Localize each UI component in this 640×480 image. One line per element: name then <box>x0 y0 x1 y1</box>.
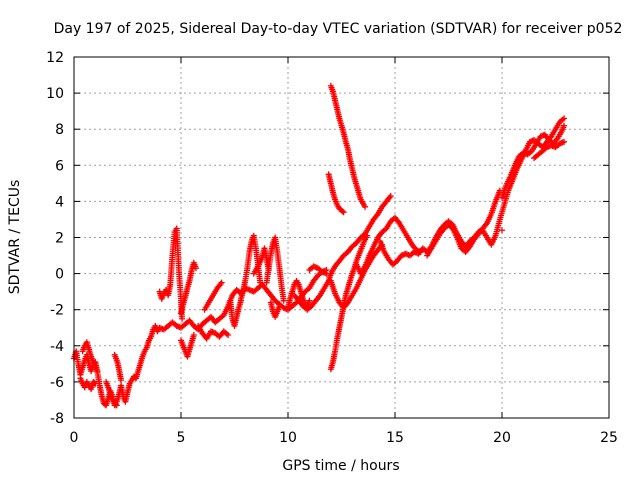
x-tick-label: 15 <box>386 430 404 446</box>
y-tick-label: -8 <box>50 411 64 427</box>
grid <box>74 57 609 418</box>
data-point <box>339 208 346 215</box>
data-points <box>71 82 568 409</box>
data-point <box>94 368 101 375</box>
y-tick-label: 12 <box>46 50 64 66</box>
y-tick-label: 2 <box>55 231 64 247</box>
y-axis-label: SDTVAR / TECUs <box>7 180 23 295</box>
data-point <box>387 192 394 199</box>
y-tick-label: 0 <box>55 267 64 283</box>
data-point <box>179 315 186 322</box>
y-tick-label: 4 <box>55 194 64 210</box>
x-axis-label: GPS time / hours <box>282 458 399 474</box>
data-point <box>192 265 199 272</box>
y-tick-label: -4 <box>50 339 64 355</box>
data-point <box>190 331 197 338</box>
x-tick-label: 0 <box>70 430 79 446</box>
chart-title: Day 197 of 2025, Sidereal Day-to-day VTE… <box>54 21 623 37</box>
data-point <box>91 379 98 386</box>
x-tick-label: 25 <box>600 430 618 446</box>
y-tick-label: 8 <box>55 122 64 138</box>
data-point <box>362 203 369 210</box>
x-tick-label: 5 <box>177 430 186 446</box>
x-tick-label: 20 <box>493 430 511 446</box>
data-point <box>118 377 125 384</box>
data-point <box>340 209 347 216</box>
y-tick-label: 6 <box>55 158 64 174</box>
data-point <box>112 401 119 408</box>
data-point <box>225 331 232 338</box>
data-point <box>306 297 313 304</box>
data-point <box>499 227 505 234</box>
y-tick-label: -2 <box>50 303 64 319</box>
y-tick-label: 10 <box>46 86 64 102</box>
data-point <box>113 402 120 409</box>
data-point <box>280 297 287 304</box>
data-point <box>323 266 330 273</box>
data-point <box>561 115 568 122</box>
x-tick-label: 10 <box>279 430 297 446</box>
data-point <box>561 138 568 145</box>
data-point <box>276 303 283 310</box>
data-point <box>218 279 225 286</box>
data-point <box>257 279 264 286</box>
axis-ticks: 0 5 10 15 20 25 -8 -6 -4 -2 0 2 4 6 8 10 12 <box>46 50 618 446</box>
data-point <box>92 380 99 387</box>
y-tick-label: -6 <box>50 375 64 391</box>
data-point <box>561 122 568 129</box>
